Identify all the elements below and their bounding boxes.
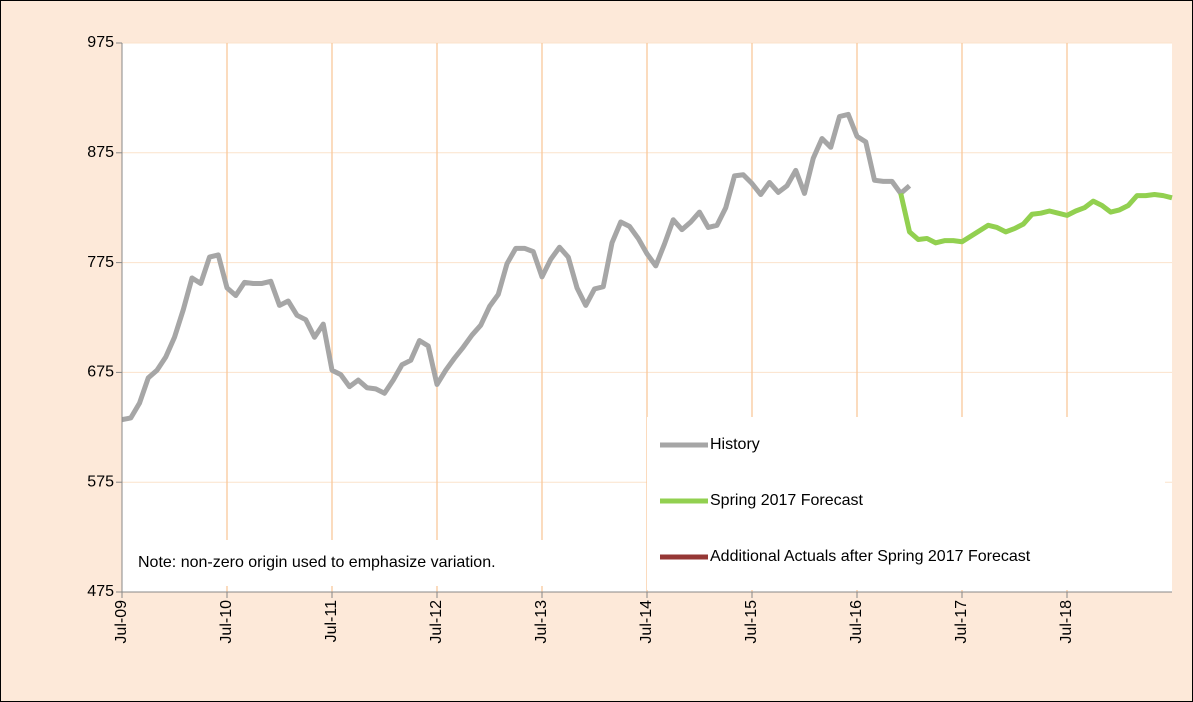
note-box [130,540,600,586]
x-tick-label: Jul-11 [323,600,340,642]
x-tick-label: Jul-09 [113,600,130,644]
series-line [898,192,1173,246]
x-tick-label: Jul-15 [743,600,760,644]
y-tick-label: 475 [87,583,114,600]
legend-box [647,417,1165,590]
x-tick-label: Jul-16 [848,600,865,644]
annotation: Note: non-zero origin used to emphasize … [138,554,496,571]
x-tick-label: Jul-12 [428,600,445,644]
y-tick-label: 775 [87,254,114,271]
legend-label: Additional Actuals after Spring 2017 For… [710,548,1031,565]
legend-label: History [710,436,760,453]
y-tick-label: 975 [87,34,114,51]
x-tick-label: Jul-17 [953,600,970,644]
y-tick-label: 675 [87,364,114,381]
series-line [121,111,912,423]
x-tick-label: Jul-10 [218,600,235,644]
legend-label: Spring 2017 Forecast [710,492,864,509]
x-tick-label: Jul-18 [1058,600,1075,644]
y-tick-label: 875 [87,144,114,161]
y-tick-label: 575 [87,473,114,490]
x-tick-label: Jul-14 [638,600,655,644]
x-tick-label: Jul-13 [533,600,550,644]
